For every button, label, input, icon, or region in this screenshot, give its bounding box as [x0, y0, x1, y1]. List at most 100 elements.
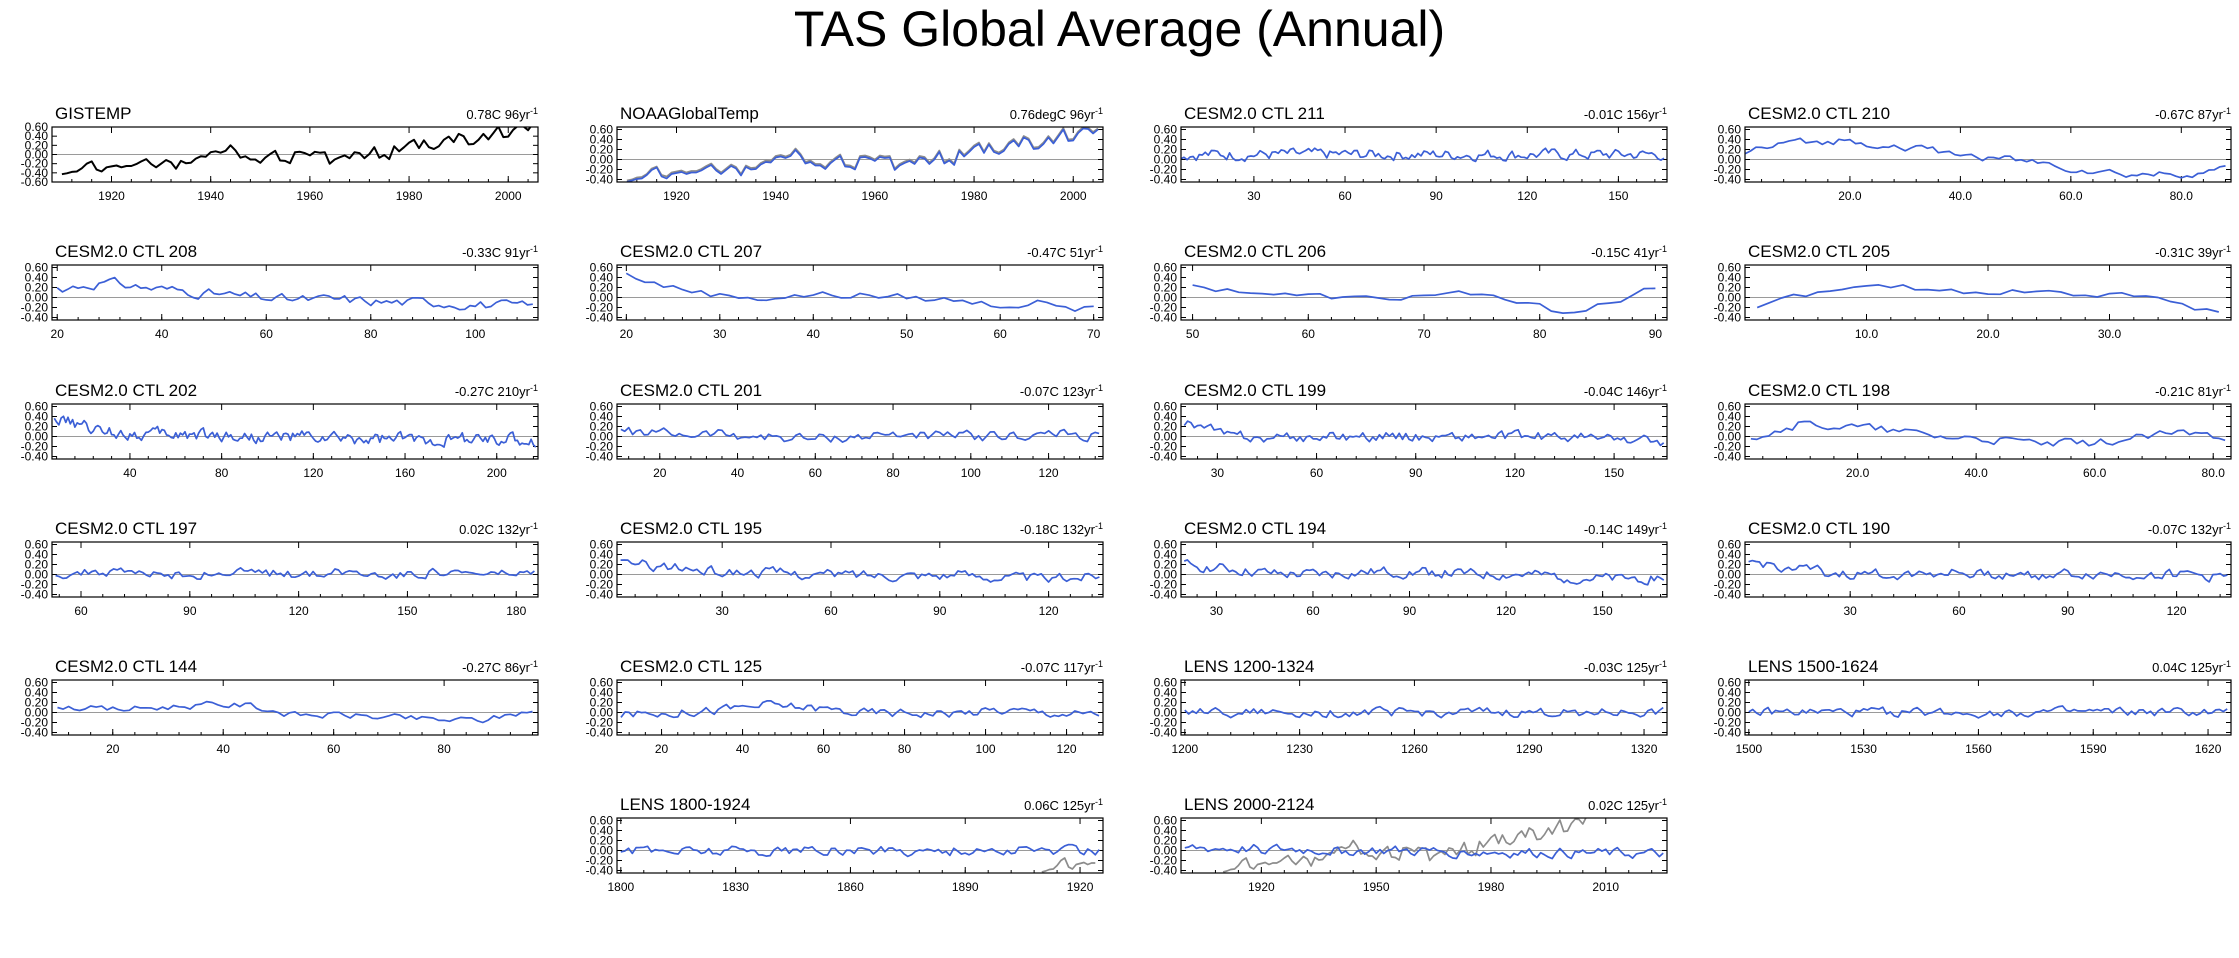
xtick-label: 1530: [1850, 742, 1877, 756]
series-line-model: [1756, 284, 2220, 313]
series-line-model: [1748, 705, 2228, 719]
ytick-label: 0.00: [1718, 568, 1742, 582]
ytick-label: 0.60: [1718, 400, 1742, 414]
xtick-label: 1940: [197, 189, 224, 203]
panel-title: CESM2.0 CTL 201: [620, 381, 762, 400]
ytick-label: -0.20: [21, 301, 49, 315]
panel-title: LENS 2000-2124: [1184, 795, 1314, 814]
series-line-model: [1183, 559, 1665, 586]
ytick-label: 0.40: [1154, 271, 1178, 285]
panel-3: CESM2.0 CTL 210 -0.67C 87yr-1 0.600.400.20…: [1714, 104, 2232, 203]
ytick-label: 0.60: [25, 120, 49, 134]
ytick-label: 0.00: [25, 568, 49, 582]
panel-title: LENS 1500-1624: [1748, 657, 1878, 676]
plot-frame: [616, 403, 1104, 460]
ytick-label: 0.40: [590, 271, 614, 285]
xtick-label: 90: [933, 604, 947, 618]
xtick-label: 60: [1310, 466, 1324, 480]
ytick-label: -0.40: [586, 450, 614, 464]
ytick-label: 0.60: [1154, 261, 1178, 275]
ytick-label: 0.40: [590, 824, 614, 838]
xtick-label: 120: [1505, 466, 1525, 480]
ytick-label: 0.60: [590, 538, 614, 552]
xtick-label: 100: [976, 742, 996, 756]
ytick-label: 0.20: [590, 558, 614, 572]
ytick-label: 0.60: [1154, 814, 1178, 828]
ytick-label: 0.20: [1154, 281, 1178, 295]
ytick-label: 0.60: [590, 676, 614, 690]
ytick-label: 0.40: [1154, 824, 1178, 838]
xtick-label: 60: [260, 327, 274, 341]
ytick-label: -0.40: [586, 864, 614, 878]
plot-frame: [51, 679, 539, 736]
series-line-model: [1181, 147, 1665, 163]
xtick-label: 1890: [952, 880, 979, 894]
plot-frame: [616, 541, 1104, 598]
xtick-label: 60: [994, 327, 1008, 341]
panel-21: LENS 2000-2124 0.02C 125yr-1 0.600.400.200…: [1150, 795, 1668, 894]
panel-8: CESM2.0 CTL 202 -0.27C 210yr-1 0.600.400.2…: [21, 381, 539, 480]
ytick-label: -0.20: [586, 301, 614, 315]
xtick-label: 1320: [1631, 742, 1658, 756]
xtick-label: 1620: [2195, 742, 2222, 756]
xtick-label: 60: [809, 466, 823, 480]
ytick-label: 0.20: [1154, 558, 1178, 572]
panel-stat: -0.04C 146yr-1: [1584, 383, 1667, 399]
ytick-label: -0.40: [586, 173, 614, 187]
xtick-label: 20: [655, 742, 669, 756]
xtick-label: 1290: [1516, 742, 1543, 756]
series-line-model: [1192, 284, 1656, 314]
ytick-label: 0.60: [1718, 676, 1742, 690]
ytick-label: 0.20: [25, 281, 49, 295]
xtick-label: 1920: [98, 189, 125, 203]
panel-stat: 0.06C 125yr-1: [1024, 797, 1103, 813]
panel-stat: -0.01C 156yr-1: [1584, 106, 1667, 122]
ytick-label: 0.60: [25, 261, 49, 275]
panel-4: CESM2.0 CTL 208 -0.33C 91yr-1 0.600.400.20…: [21, 242, 539, 341]
xtick-label: 40: [807, 327, 821, 341]
panel-title: CESM2.0 CTL 210: [1748, 104, 1890, 123]
ytick-label: 0.20: [590, 281, 614, 295]
panel-stat: 0.76degC 96yr-1: [1010, 106, 1103, 122]
ytick-label: 0.40: [25, 271, 49, 285]
panel-title: CESM2.0 CTL 190: [1748, 519, 1890, 538]
xtick-label: 120: [303, 466, 323, 480]
xtick-label: 90: [1649, 327, 1663, 341]
xtick-label: 90: [1409, 466, 1423, 480]
ytick-label: 0.00: [1718, 153, 1742, 167]
series-line-model: [1183, 420, 1665, 447]
xtick-label: 1230: [1286, 742, 1313, 756]
ytick-label: -0.40: [1714, 450, 1742, 464]
panel-stat: -0.18C 132yr-1: [1020, 521, 1103, 537]
xtick-label: 1940: [762, 189, 789, 203]
panel-13: CESM2.0 CTL 195 -0.18C 132yr-1 0.600.400.2…: [586, 519, 1104, 618]
ytick-label: -0.40: [21, 311, 49, 325]
ytick-label: 0.60: [1154, 123, 1178, 137]
ytick-label: 0.20: [590, 834, 614, 848]
ytick-label: 0.00: [590, 430, 614, 444]
plot-frame: [51, 403, 539, 460]
panel-19: LENS 1500-1624 0.04C 125yr-1 0.600.400.200…: [1714, 657, 2232, 756]
xtick-label: 1800: [607, 880, 634, 894]
plot-frame: [1180, 403, 1668, 460]
plot-frame: [1180, 264, 1668, 321]
xtick-label: 1860: [837, 880, 864, 894]
panel-stat: 0.02C 132yr-1: [459, 521, 538, 537]
plot-frame: [616, 679, 1104, 736]
panel-title: CESM2.0 CTL 211: [1184, 104, 1325, 123]
ytick-label: 0.20: [590, 143, 614, 157]
panel-10: CESM2.0 CTL 199 -0.04C 146yr-1 0.600.400.2…: [1150, 381, 1668, 480]
xtick-label: 100: [465, 327, 485, 341]
ytick-label: 0.00: [1154, 153, 1178, 167]
series-line-model: [53, 415, 537, 448]
xtick-label: 60: [1306, 604, 1320, 618]
xtick-label: 120: [2167, 604, 2187, 618]
xtick-label: 1920: [1248, 880, 1275, 894]
series-line-model: [56, 276, 533, 311]
xtick-label: 1920: [1067, 880, 1094, 894]
ytick-label: -0.20: [21, 716, 49, 730]
ytick-label: 0.40: [1154, 133, 1178, 147]
ytick-label: -0.40: [1714, 311, 1742, 325]
xtick-label: 90: [1403, 604, 1417, 618]
panel-stat: -0.31C 39yr-1: [2155, 244, 2231, 260]
